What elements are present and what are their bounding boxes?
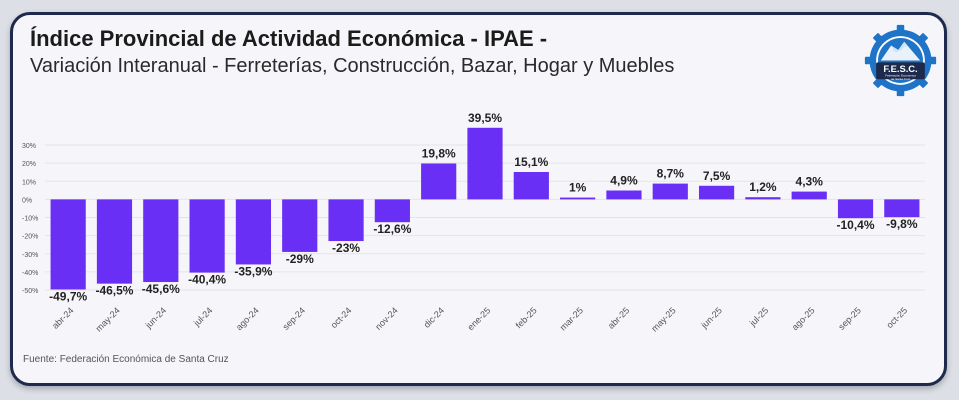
data-label: -29%: [286, 252, 314, 266]
bar: [467, 127, 503, 200]
y-tick-label: 30%: [22, 143, 36, 150]
x-tick-label: may-25: [649, 305, 677, 333]
x-tick-label: sep-25: [836, 305, 863, 332]
x-tick-label: oct-24: [329, 305, 354, 330]
x-tick-label: ene-25: [466, 305, 493, 332]
bar: [837, 199, 874, 219]
bar: [698, 185, 735, 200]
data-label: -49,7%: [49, 289, 87, 303]
data-label: -45,6%: [142, 282, 180, 296]
bar: [884, 199, 920, 218]
data-label: -12,6%: [373, 222, 411, 236]
logo-banner: [876, 62, 925, 80]
data-label: 4,9%: [610, 173, 638, 187]
data-label: -9,8%: [886, 217, 918, 231]
data-label: -10,4%: [837, 218, 875, 232]
bar: [282, 199, 318, 252]
bar: [189, 199, 225, 273]
x-tick-label: feb-25: [514, 305, 539, 330]
bar: [96, 199, 133, 284]
x-tick-label: jul-24: [191, 305, 214, 328]
y-tick-label: -50%: [22, 288, 38, 295]
data-label: 1%: [569, 181, 587, 195]
bar: [421, 163, 457, 200]
y-tick-label: -40%: [22, 270, 38, 277]
y-tick-label: -20%: [22, 234, 38, 241]
x-tick-label: ago-25: [790, 305, 817, 332]
logo-caption-1: Federación Económica: [885, 73, 916, 77]
x-tick-label: abr-24: [50, 305, 75, 330]
bar: [143, 199, 179, 283]
data-label: -35,9%: [234, 264, 272, 278]
x-tick-label: sep-24: [281, 305, 308, 332]
bar: [652, 183, 688, 200]
logo-text: F.E.S.C.: [883, 64, 917, 74]
x-tick-label: mar-25: [558, 305, 585, 332]
bar: [328, 199, 364, 242]
chart-subtitle: Variación Interanual - Ferreterías, Cons…: [30, 55, 675, 77]
x-tick-label: abr-25: [606, 305, 631, 330]
bar: [606, 190, 642, 200]
data-label: 1,2%: [749, 180, 777, 194]
bar: [791, 191, 827, 200]
bar: [513, 172, 549, 200]
bar: [374, 199, 410, 223]
chart-card: Índice Provincial de Actividad Económica…: [10, 12, 947, 386]
bar: [745, 197, 781, 200]
x-tick-label: ago-24: [234, 305, 261, 332]
data-label: -46,5%: [95, 284, 133, 298]
x-tick-label: oct-25: [884, 305, 909, 330]
data-label: 7,5%: [703, 169, 731, 183]
chart-title: Índice Provincial de Actividad Económica…: [30, 26, 548, 51]
bar: [560, 197, 596, 200]
data-label: 8,7%: [657, 167, 685, 181]
y-tick-label: 10%: [22, 179, 36, 186]
data-label: -40,4%: [188, 273, 226, 287]
logo-caption-2: de Santa Cruz: [891, 77, 911, 81]
y-tick-label: 20%: [22, 161, 36, 168]
data-label: 39,5%: [468, 111, 502, 125]
fesc-logo-icon: F.E.S.C. Federación Económica de Santa C…: [864, 24, 937, 97]
top-strip: [0, 0, 959, 10]
bar: [50, 199, 86, 290]
x-tick-label: dic-24: [422, 305, 446, 329]
x-tick-label: jul-25: [747, 305, 770, 328]
data-label: 15,1%: [514, 155, 548, 169]
source-note: Fuente: Federación Económica de Santa Cr…: [23, 354, 229, 365]
bar-chart: -50% -40% -30% -20% -10% 0% 10% 20% 30% -49,7% abr…: [22, 111, 925, 334]
data-label: 4,3%: [796, 175, 824, 189]
x-tick-label: jun-24: [143, 305, 168, 330]
y-tick-label: -10%: [22, 216, 38, 223]
data-label: -23%: [332, 241, 360, 255]
x-tick-label: jun-25: [699, 305, 724, 330]
x-tick-label: may-24: [94, 305, 122, 333]
y-tick-label: 0%: [22, 197, 32, 204]
bar: [235, 199, 272, 265]
y-tick-label: -30%: [22, 252, 38, 259]
x-tick-label: nov-24: [373, 305, 400, 332]
data-label: 19,8%: [422, 146, 456, 160]
